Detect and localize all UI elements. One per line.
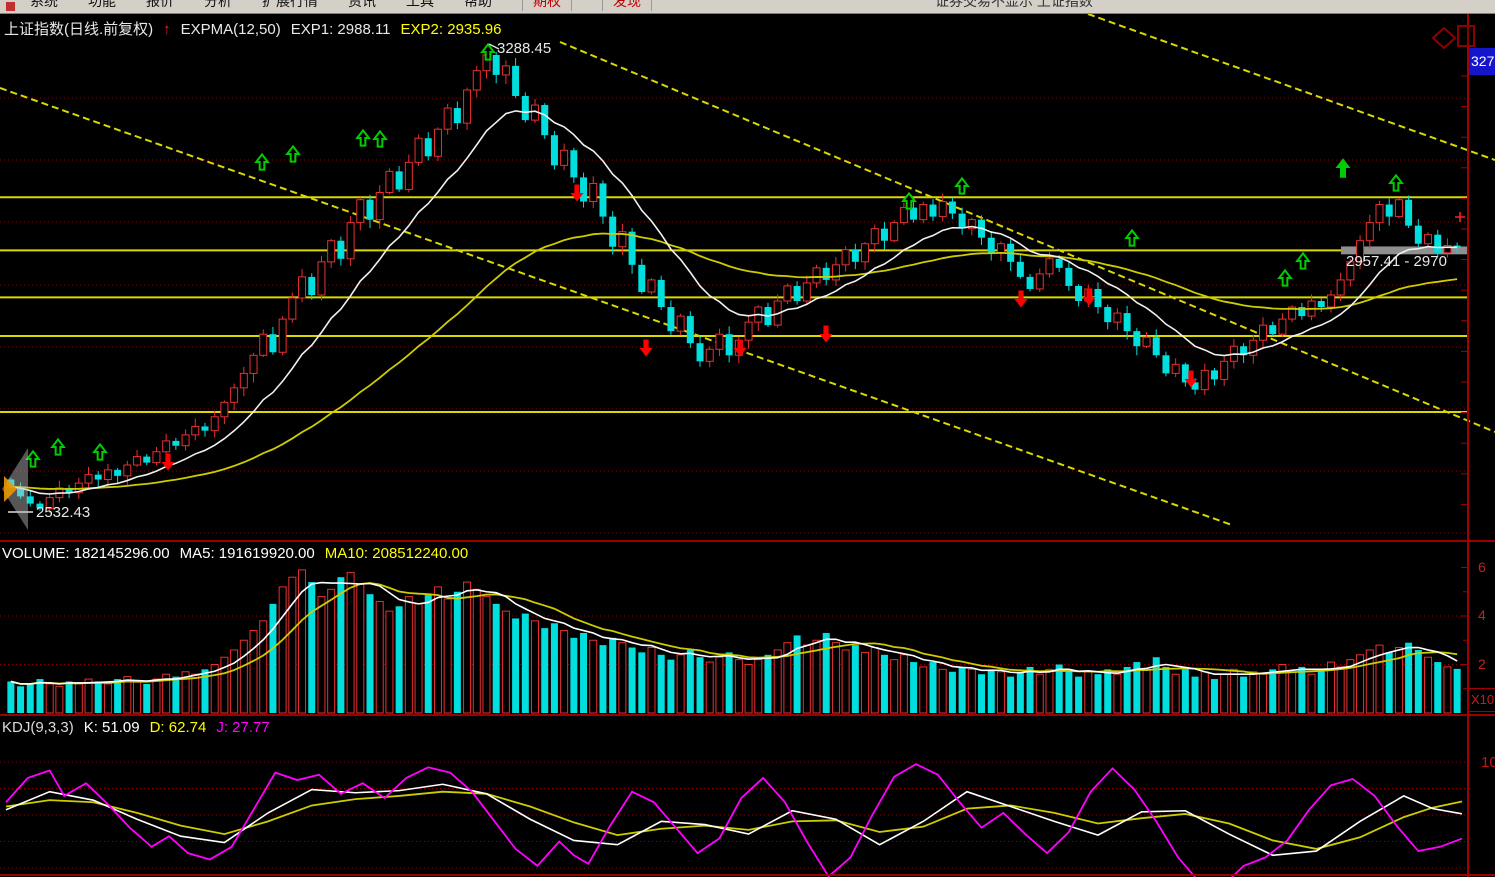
volume-pane-header: VOLUME: 182145296.00 MA5: 191619920.00 M… bbox=[2, 545, 468, 562]
menu-bar: 系统 功能 报价 分析 扩展行情 资讯 工具 帮助 期权 发现 证券交易不显示 上证指数 bbox=[0, 0, 1495, 14]
menu-item[interactable]: 工具 bbox=[406, 0, 434, 9]
menu-item[interactable]: 功能 bbox=[88, 0, 116, 9]
low-price-label: 2532.43 bbox=[36, 504, 91, 521]
signal-up-arrow-icon: ↑ bbox=[163, 21, 171, 38]
menu-item[interactable]: 帮助 bbox=[464, 0, 492, 9]
menu-item[interactable]: 系统 bbox=[30, 0, 58, 9]
menu-item[interactable]: 资讯 bbox=[348, 0, 376, 9]
main-pane-header: 上证指数(日线.前复权) ↑ EXPMA(12,50) EXP1: 2988.1… bbox=[4, 21, 501, 38]
price-gap-label: 2957.41 - 2970 bbox=[1346, 253, 1447, 270]
menu-items: 系统 功能 报价 分析 扩展行情 资讯 工具 帮助 期权 发现 bbox=[0, 0, 1495, 11]
kdj-axis-tick-100: 100 bbox=[1481, 754, 1495, 771]
menu-item-highlight[interactable]: 发现 bbox=[602, 0, 652, 11]
volume-axis-tick-2: 2 bbox=[1478, 656, 1486, 672]
price-axis-badge: 3270 bbox=[1469, 48, 1495, 75]
volume-axis-multiplier: X10 bbox=[1468, 688, 1495, 712]
volume-value: VOLUME: 182145296.00 bbox=[2, 545, 170, 562]
menu-item[interactable]: 扩展行情 bbox=[262, 0, 318, 9]
volume-ma10-value: MA10: 208512240.00 bbox=[324, 545, 469, 562]
kdj-j-value: J: 27.77 bbox=[216, 719, 270, 736]
indicator-label[interactable]: EXPMA(12,50) bbox=[180, 21, 281, 38]
volume-axis-tick-6: 6 bbox=[1478, 559, 1486, 575]
exp1-value: EXP1: 2988.11 bbox=[290, 21, 391, 38]
menu-item[interactable]: 分析 bbox=[204, 0, 232, 9]
high-price-label: 3288.45 bbox=[497, 40, 552, 57]
menu-item-highlight[interactable]: 期权 bbox=[522, 0, 572, 11]
kdj-indicator-label[interactable]: KDJ(9,3,3) bbox=[2, 719, 74, 736]
exp2-value: EXP2: 2935.96 bbox=[400, 21, 502, 38]
volume-axis-tick-4: 4 bbox=[1478, 607, 1486, 623]
menu-right-text: 证券交易不显示 上证指数 bbox=[935, 0, 1093, 9]
volume-ma5-value: MA5: 191619920.00 bbox=[179, 545, 315, 562]
menu-item[interactable]: 报价 bbox=[146, 0, 174, 9]
kdj-k-value: K: 51.09 bbox=[83, 719, 140, 736]
symbol-title: 上证指数(日线.前复权) bbox=[4, 21, 154, 38]
kdj-pane-header: KDJ(9,3,3) K: 51.09 D: 62.74 J: 27.77 bbox=[2, 719, 270, 736]
kdj-d-value: D: 62.74 bbox=[149, 719, 207, 736]
app-logo-icon bbox=[6, 2, 15, 11]
